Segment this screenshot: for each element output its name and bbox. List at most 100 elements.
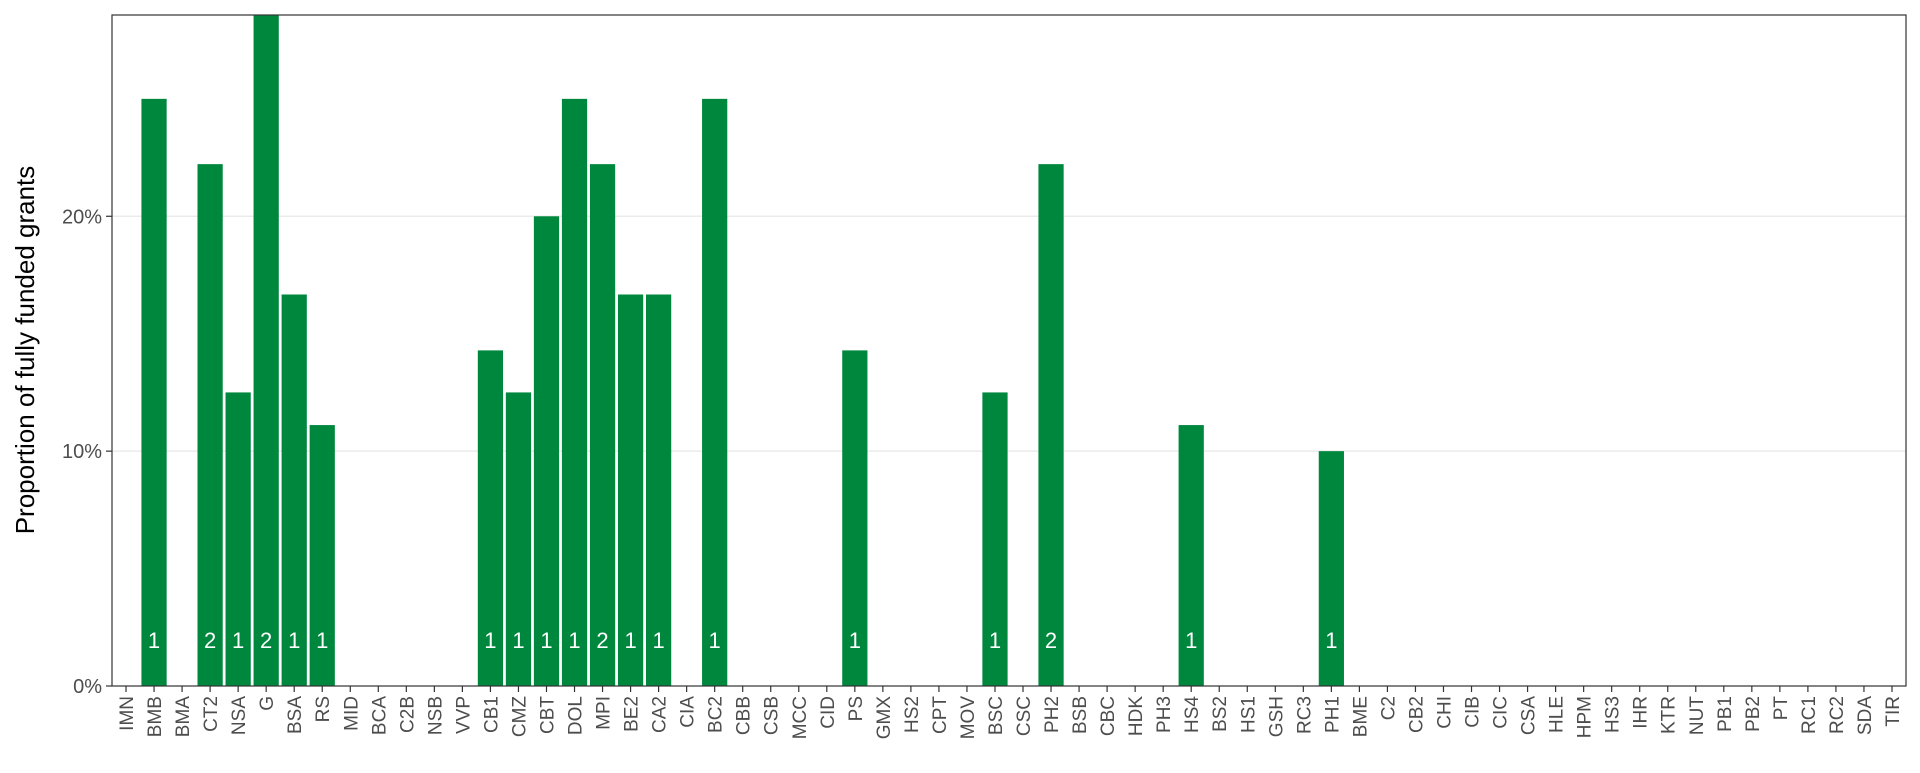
bar-count-label: 1	[709, 628, 721, 653]
x-tick-label: CPT	[930, 696, 951, 734]
bar-cbt	[533, 216, 560, 686]
x-tick-label: MOV	[958, 696, 979, 740]
x-tick-label: DOL	[566, 696, 587, 735]
bar-count-label: 1	[512, 628, 524, 653]
x-tick-label: CT2	[201, 696, 222, 732]
x-tick-label: KTR	[1659, 696, 1680, 734]
gridlines	[112, 215, 1906, 452]
bar-bc2	[702, 98, 728, 686]
bar-ct2	[197, 164, 223, 686]
x-tick-label: RC3	[1294, 696, 1315, 734]
x-tick-label: BCA	[369, 696, 390, 735]
x-tick-label: IMN	[117, 696, 138, 731]
bar-count-label: 1	[989, 628, 1001, 653]
x-tick-label: BS2	[1210, 696, 1231, 732]
x-tick-label: HLE	[1547, 696, 1568, 733]
x-tick-label: CID	[818, 696, 839, 729]
x-tick-label: G	[257, 696, 278, 711]
x-tick-label: BME	[1350, 696, 1371, 737]
bar-count-label: 2	[260, 628, 272, 653]
x-tick-label: PH2	[1042, 696, 1063, 733]
y-tick-label: 0%	[73, 676, 102, 698]
x-tick-label: PB2	[1743, 696, 1764, 732]
y-tick-label: 20%	[62, 206, 102, 228]
x-tick-label: IHR	[1631, 696, 1652, 729]
bar-be2	[617, 294, 644, 686]
x-tick-label: MCC	[790, 696, 811, 739]
bar-count-label: 1	[148, 628, 160, 653]
x-tick-label: BE2	[622, 696, 643, 732]
x-tick-label: C2	[1378, 696, 1399, 720]
x-tick-label: TIR	[1883, 696, 1904, 727]
x-tick-label: HDK	[1126, 696, 1147, 736]
x-tick-label: HPM	[1575, 696, 1596, 738]
bar-bsc	[982, 392, 1008, 686]
bar-count-label: 1	[568, 628, 580, 653]
x-tick-label: NSA	[229, 696, 250, 735]
x-tick-label: CBC	[1098, 696, 1119, 736]
x-tick-label: BSA	[285, 696, 306, 734]
x-tick-label: RC2	[1827, 696, 1848, 734]
x-tick-label: HS3	[1603, 696, 1624, 733]
x-tick-label: CA2	[650, 696, 671, 733]
x-tick-label: C2B	[397, 696, 418, 733]
x-tick-label: PH1	[1322, 696, 1343, 733]
x-tick-label: BC2	[706, 696, 727, 733]
bar-count-label: 2	[1045, 628, 1057, 653]
bar-cb1	[477, 350, 504, 686]
y-tick-label: 10%	[62, 441, 102, 463]
x-tick-label: PB1	[1715, 696, 1736, 732]
bar-g	[253, 15, 279, 686]
bar-count-label: 1	[849, 628, 861, 653]
bar-count-label: 2	[204, 628, 216, 653]
bar-dol	[561, 98, 588, 686]
x-tick-label: PT	[1771, 696, 1792, 721]
x-tick-label: NUT	[1687, 696, 1708, 735]
x-tick-label: GSH	[1266, 696, 1287, 737]
x-tick-label: RS	[313, 696, 334, 722]
bar-nsa	[225, 392, 251, 686]
bar-count-label: 1	[484, 628, 496, 653]
x-tick-label: CBB	[734, 696, 755, 735]
x-tick-label: CIC	[1491, 696, 1512, 729]
bar-count-label: 1	[316, 628, 328, 653]
plot-panel-border	[111, 14, 1907, 687]
x-tick-label: CMZ	[509, 696, 530, 738]
bar-cmz	[505, 392, 532, 686]
x-tick-label: NSB	[425, 696, 446, 735]
bar-count-label: 1	[1185, 628, 1197, 653]
bar-count-label: 1	[1325, 628, 1337, 653]
x-tick-label: HS1	[1238, 696, 1259, 733]
x-axis: IMN BMB BMA CT2 NSA G BSA RS MID BCA C2B NSB VVP CB1 C…	[117, 686, 1904, 739]
x-tick-label: MID	[341, 696, 362, 731]
x-tick-label: GMX	[874, 696, 895, 740]
bar-bsa	[281, 294, 307, 686]
x-tick-label: CSB	[762, 696, 783, 735]
x-tick-label: CIA	[678, 696, 699, 728]
x-tick-label: CSC	[1014, 696, 1035, 736]
x-tick-label: PS	[846, 696, 867, 721]
x-tick-label: PH3	[1154, 696, 1175, 733]
x-tick-label: RC1	[1799, 696, 1820, 734]
x-tick-label: BSB	[1070, 696, 1091, 734]
x-tick-label: CB2	[1406, 696, 1427, 733]
x-tick-label: CBT	[537, 696, 558, 734]
x-tick-label: CSA	[1519, 696, 1540, 735]
bar-rs	[309, 425, 335, 686]
y-axis: 0% 10% 20%	[62, 206, 112, 698]
x-tick-label: BSC	[986, 696, 1007, 735]
bar-ps	[842, 350, 868, 686]
y-axis-title: Proportion of fully funded grants	[10, 166, 40, 535]
bar-ph1	[1318, 451, 1344, 686]
bar-count-label: 2	[596, 628, 608, 653]
bar-count-label: 1	[288, 628, 300, 653]
x-tick-label: SDA	[1855, 696, 1876, 735]
bar-ph2	[1038, 164, 1064, 686]
bar-ca2	[645, 294, 672, 686]
x-tick-label: HS4	[1182, 696, 1203, 733]
x-tick-label: CHI	[1434, 696, 1455, 729]
bar-count-label: 1	[540, 628, 552, 653]
